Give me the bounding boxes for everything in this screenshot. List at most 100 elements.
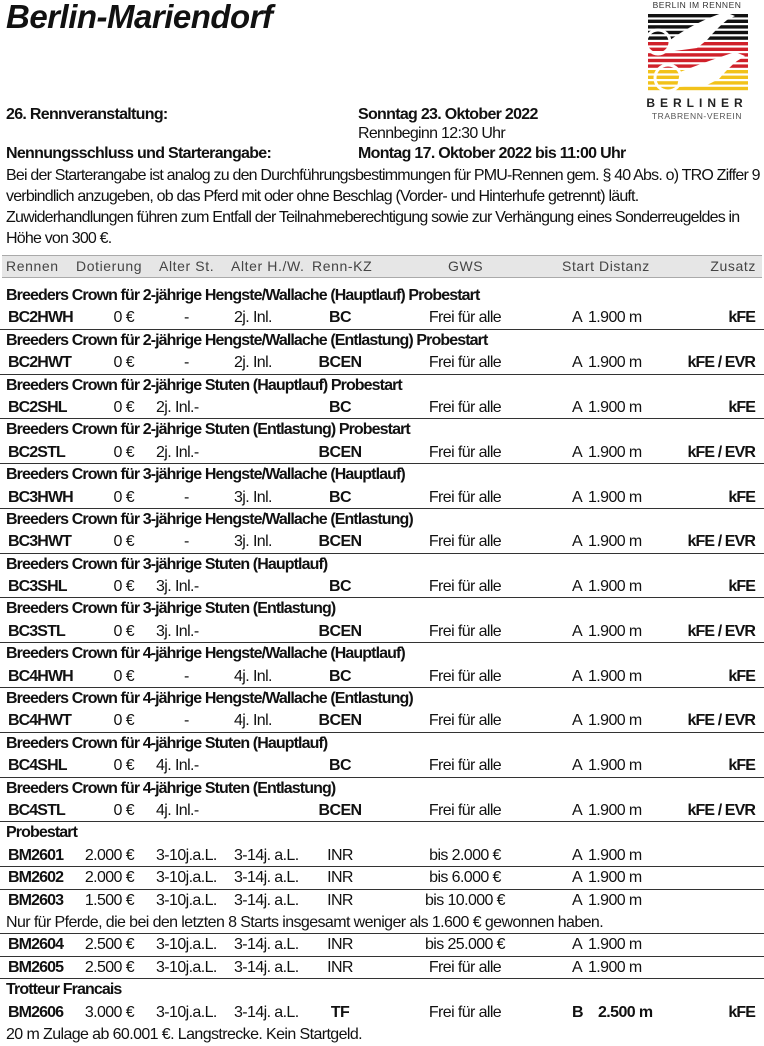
age-stallions: 2j. Inl. — [234, 309, 272, 327]
race-row: BC2HWT 0 € - 2j. Inl. BCEN Frei für alle A 1.90… — [0, 352, 764, 375]
race-type-code: BCEN — [318, 712, 363, 730]
race-code: BC4STL — [8, 801, 66, 819]
earnings-limit: bis 6.000 € — [429, 869, 501, 887]
race-row: BM2603 1.500 € 3-10j.a.L. 3-14j. a.L. INR bis… — [0, 890, 764, 912]
race-row: BC4STL 0 € 4j. Inl.- BCEN Frei für alle A 1.90… — [0, 800, 764, 823]
race-prize: 2.000 € — [84, 846, 135, 864]
race-code: BM2603 — [8, 891, 64, 909]
start-type: A — [572, 354, 583, 372]
race-heading: Probestart — [6, 824, 78, 842]
race-prize: 2.500 € — [84, 936, 135, 954]
col-alter-st: Alter St. — [159, 258, 215, 274]
race-row: BC3SHL 0 € 3j. Inl.- BC Frei für alle A 1.900 … — [0, 576, 764, 599]
race-prize: 0 € — [113, 488, 135, 506]
earnings-limit: Frei für alle — [428, 622, 502, 640]
distance: 1.900 m — [588, 846, 642, 864]
race-type-code: INR — [327, 846, 353, 864]
extra-info: kFE / EVR — [687, 443, 756, 461]
race-type-code: BC — [329, 578, 352, 596]
age-mares: 3j. Inl.- — [156, 622, 199, 640]
start-type: A — [572, 757, 583, 775]
earnings-limit: Frei für alle — [428, 667, 502, 685]
race-prize: 0 € — [113, 443, 135, 461]
logo-stripe — [648, 14, 748, 18]
race-row: BM2602 2.000 € 3-10j.a.L. 3-14j. a.L. INR bis… — [0, 867, 764, 890]
race-start-time: Rennbeginn 12:30 Uhr — [358, 125, 506, 142]
section-heading-row: Probestart — [0, 822, 764, 844]
distance: 1.900 m — [588, 958, 642, 976]
distance: 1.900 m — [588, 712, 642, 730]
section-heading-row: Breeders Crown für 4-jährige Hengste/Wal… — [0, 688, 764, 710]
race-type-code: BCEN — [318, 443, 363, 461]
race-type-code: BC — [329, 309, 352, 327]
age-mares: 4j. Inl.- — [156, 801, 199, 819]
race-code: BC3HWT — [8, 533, 72, 551]
race-code: BC2SHL — [8, 398, 68, 416]
race-type-code: INR — [327, 869, 353, 887]
race-code: BC4HWT — [8, 712, 72, 730]
start-type: A — [572, 801, 583, 819]
distance: 1.900 m — [588, 533, 642, 551]
extra-info: kFE / EVR — [687, 712, 756, 730]
race-row: BC3HWT 0 € - 3j. Inl. BCEN Frei für alle A 1.90… — [0, 531, 764, 554]
race-type-code: BC — [329, 398, 352, 416]
race-heading: Breeders Crown für 3-jährige Hengste/Wal… — [6, 466, 406, 484]
extra-info: kFE — [728, 757, 756, 775]
age-stallions: 3j. Inl. — [234, 533, 272, 551]
distance: 2.500 m — [598, 1003, 653, 1021]
race-heading: Trotteur Francais — [6, 981, 122, 999]
age-stallions: 3-14j. a.L. — [234, 869, 299, 887]
distance: 1.900 m — [588, 869, 642, 887]
distance: 1.900 m — [588, 354, 642, 372]
start-type: A — [572, 578, 583, 596]
race-code: BM2605 — [8, 958, 64, 976]
race-code: BC3HWH — [8, 488, 74, 506]
svg-text:TRABRENN-VEREIN: TRABRENN-VEREIN — [652, 111, 742, 121]
race-row: BC4HWH 0 € - 4j. Inl. BC Frei für alle A 1.900 … — [0, 666, 764, 689]
race-row: BC4HWT 0 € - 4j. Inl. BCEN Frei für alle A 1.90… — [0, 710, 764, 733]
race-row: BM2604 2.500 € 3-10j.a.L. 3-14j. a.L. INR bis… — [0, 934, 764, 957]
note-row: Nur für Pferde, die bei den letzten 8 St… — [0, 912, 764, 935]
distance: 1.900 m — [588, 309, 642, 327]
age-stallions: 4j. Inl. — [234, 712, 272, 730]
logo-stripe — [648, 47, 748, 51]
age-mares: - — [184, 309, 189, 327]
race-row: BM2601 2.000 € 3-10j.a.L. 3-14j. a.L. INR bis… — [0, 845, 764, 868]
earnings-limit: Frei für alle — [428, 488, 502, 506]
race-note: Nur für Pferde, die bei den letzten 8 St… — [6, 913, 604, 931]
deadline-label: Nennungsschluss und Starterangabe: — [6, 145, 272, 162]
race-heading: Breeders Crown für 2-jährige Hengste/Wal… — [6, 331, 488, 349]
extra-info: kFE / EVR — [687, 622, 756, 640]
start-type: A — [572, 533, 583, 551]
distance: 1.900 m — [588, 578, 642, 596]
race-code: BC4SHL — [8, 757, 68, 775]
race-type-code: BCEN — [318, 622, 363, 640]
age-mares: 3-10j.a.L. — [156, 846, 217, 864]
race-type-code: BC — [329, 488, 352, 506]
race-heading: Breeders Crown für 3-jährige Hengste/Wal… — [6, 510, 414, 528]
start-type: A — [572, 712, 583, 730]
age-mares: - — [184, 488, 189, 506]
earnings-limit: Frei für alle — [428, 757, 502, 775]
section-heading-row: Breeders Crown für 3-jährige Stuten (Hau… — [0, 554, 764, 576]
race-type-code: TF — [330, 1003, 350, 1021]
race-prize: 2.500 € — [84, 958, 135, 976]
section-heading-row: Breeders Crown für 4-jährige Stuten (Ent… — [0, 778, 764, 800]
start-type: A — [572, 667, 583, 685]
race-heading: Breeders Crown für 2-jährige Stuten (Ent… — [6, 421, 411, 439]
extra-info: kFE / EVR — [687, 801, 756, 819]
logo-stripe — [648, 19, 748, 23]
race-code: BC3SHL — [8, 578, 68, 596]
age-mares: 3-10j.a.L. — [156, 936, 217, 954]
notice-paragraph: Bei der Starterangabe ist analog zu den … — [6, 167, 761, 247]
col-rennen: Rennen — [6, 258, 59, 274]
earnings-limit: Frei für alle — [428, 309, 502, 327]
deadline-date: Montag 17. Oktober 2022 bis 11:00 Uhr — [358, 145, 626, 162]
col-gws: GWS — [448, 258, 484, 274]
distance: 1.900 m — [588, 801, 642, 819]
col-alter-hw: Alter H./W. — [231, 258, 305, 274]
logo-stripe — [648, 86, 748, 91]
race-prize: 0 € — [113, 712, 135, 730]
race-heading: Breeders Crown für 3-jährige Stuten (Hau… — [6, 555, 328, 573]
race-prize: 0 € — [113, 533, 135, 551]
